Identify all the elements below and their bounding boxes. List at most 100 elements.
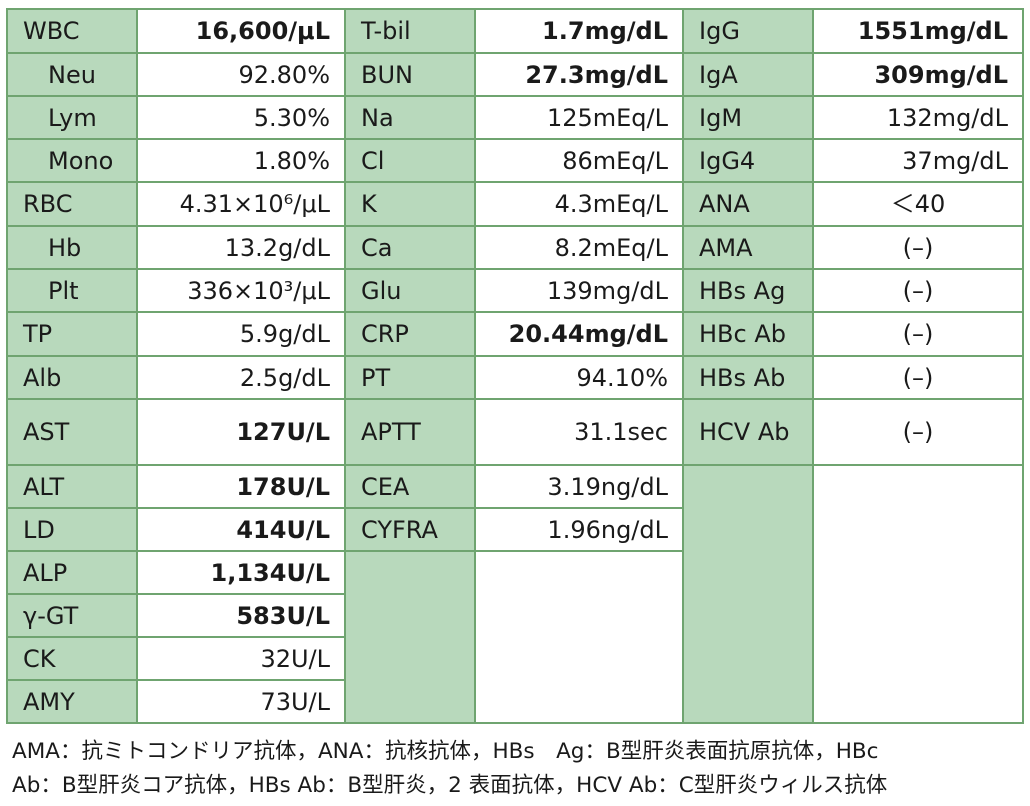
table-row: Mono 1.80% Cl 86mEq/L IgG4 37mg/dL — [6, 138, 1024, 183]
lab-item-name: AMY — [6, 679, 138, 724]
lab-item-value: 27.3mg/dL — [474, 52, 684, 97]
lab-item-name: Cl — [344, 138, 476, 183]
lab-item-name: IgG — [682, 8, 814, 54]
lab-item-value: 86mEq/L — [474, 138, 684, 183]
lab-item-value: 336×10³/μL — [136, 268, 346, 313]
lab-item-value: (–) — [812, 225, 1024, 270]
lab-item-name: RBC — [6, 181, 138, 227]
lab-item-name: BUN — [344, 52, 476, 97]
lab-item-value: 4.3mEq/L — [474, 181, 684, 227]
table-row: TP 5.9g/dL CRP 20.44mg/dL HBc Ab (–) — [6, 311, 1024, 357]
lab-item-value: 1551mg/dL — [812, 8, 1024, 54]
lab-item-value: 8.2mEq/L — [474, 225, 684, 270]
lab-item-name: APTT — [344, 398, 476, 466]
lab-item-value: 16,600/μL — [136, 8, 346, 54]
lab-item-name: LD — [6, 507, 138, 552]
lab-results-body: WBC 16,600/μL T-bil 1.7mg/dL IgG 1551mg/dL Neu… — [6, 8, 1024, 724]
lab-item-name: CYFRA — [344, 507, 476, 552]
lab-item-value: 5.30% — [136, 95, 346, 140]
lab-item-name: HBs Ab — [682, 355, 814, 400]
lab-item-value: 414U/L — [136, 507, 346, 552]
lab-item-value: 309mg/dL — [812, 52, 1024, 97]
lab-item-name: AMA — [682, 225, 814, 270]
table-row: Alb 2.5g/dL PT 94.10% HBs Ab (–) — [6, 355, 1024, 400]
lab-item-name: Plt — [6, 268, 138, 313]
lab-item-value: (–) — [812, 398, 1024, 466]
lab-item-name: Na — [344, 95, 476, 140]
lab-item-value: (–) — [812, 268, 1024, 313]
lab-item-name: IgA — [682, 52, 814, 97]
empty-name-cell — [682, 464, 814, 724]
table-row: Plt 336×10³/μL Glu 139mg/dL HBs Ag (–) — [6, 268, 1024, 313]
lab-item-name: IgM — [682, 95, 814, 140]
lab-item-name: Neu — [6, 52, 138, 97]
lab-item-value: 92.80% — [136, 52, 346, 97]
lab-item-name: Ca — [344, 225, 476, 270]
empty-value-cell — [474, 550, 684, 724]
lab-item-name: TP — [6, 311, 138, 357]
table-row: AMY 73U/L — [6, 679, 1023, 724]
table-row: LD 414U/L CYFRA 1.96ng/dL — [6, 507, 1023, 552]
lab-item-name: HCV Ab — [682, 398, 814, 466]
lab-item-value: (–) — [812, 311, 1024, 357]
table-row: AST 127U/L APTT 31.1sec HCV Ab (–) — [6, 398, 1024, 466]
abbreviation-footnote: AMA：抗ミトコンドリア抗体，ANA：抗核抗体，HBs Ag：B型肝炎表面抗原抗… — [12, 735, 1024, 803]
table-row: Hb 13.2g/dL Ca 8.2mEq/L AMA (–) — [6, 225, 1024, 270]
lab-item-value: 1.80% — [136, 138, 346, 183]
lab-item-value: 127U/L — [136, 398, 346, 466]
table-row: CK 32U/L — [6, 636, 1023, 681]
lab-item-value: 3.19ng/dL — [474, 464, 684, 509]
lab-item-value: 20.44mg/dL — [474, 311, 684, 357]
lab-item-value: 139mg/dL — [474, 268, 684, 313]
lab-item-value: 178U/L — [136, 464, 346, 509]
table-row: WBC 16,600/μL T-bil 1.7mg/dL IgG 1551mg/dL — [6, 8, 1024, 54]
lab-item-value: 4.31×10⁶/μL — [136, 181, 346, 227]
table-row: γ-GT 583U/L — [6, 593, 1023, 638]
lab-item-name: Lym — [6, 95, 138, 140]
lab-item-name: PT — [344, 355, 476, 400]
lab-item-name: Hb — [6, 225, 138, 270]
lab-item-value: 31.1sec — [474, 398, 684, 466]
lab-item-name: ANA — [682, 181, 814, 227]
lab-item-name: HBs Ag — [682, 268, 814, 313]
lab-item-name: WBC — [6, 8, 138, 54]
lab-item-value: 13.2g/dL — [136, 225, 346, 270]
lab-item-name: AST — [6, 398, 138, 466]
lab-item-value: 94.10% — [474, 355, 684, 400]
lab-item-name: IgG4 — [682, 138, 814, 183]
lab-item-name: Glu — [344, 268, 476, 313]
table-row: Neu 92.80% BUN 27.3mg/dL IgA 309mg/dL — [6, 52, 1024, 97]
lab-item-value: 32U/L — [136, 636, 346, 681]
empty-value-cell — [812, 464, 1024, 724]
lab-item-name: γ-GT — [6, 593, 138, 638]
table-row: ALT 178U/L CEA 3.19ng/dL — [6, 464, 1024, 724]
lab-item-name: ALP — [6, 550, 138, 595]
empty-name-cell — [344, 550, 476, 724]
lab-item-value: 132mg/dL — [812, 95, 1024, 140]
footnote-line-2: Ab：B型肝炎コア抗体，HBs Ab：B型肝炎，2 表面抗体，HCV Ab：C型… — [12, 773, 888, 798]
lab-item-value: 583U/L — [136, 593, 346, 638]
lab-item-name: Alb — [6, 355, 138, 400]
lab-item-value: 1.96ng/dL — [474, 507, 684, 552]
table-row: Lym 5.30% Na 125mEq/L IgM 132mg/dL — [6, 95, 1024, 140]
lab-item-value: 2.5g/dL — [136, 355, 346, 400]
lab-item-name: CRP — [344, 311, 476, 357]
lab-item-name: ALT — [6, 464, 138, 509]
lab-item-value: ＜40 — [812, 181, 1024, 227]
lab-item-value: 5.9g/dL — [136, 311, 346, 357]
lab-item-value: (–) — [812, 355, 1024, 400]
lab-item-value: 1.7mg/dL — [474, 8, 684, 54]
lab-item-name: CEA — [344, 464, 476, 509]
lab-results-table: WBC 16,600/μL T-bil 1.7mg/dL IgG 1551mg/dL Neu… — [6, 8, 1024, 724]
lab-item-value: 1,134U/L — [136, 550, 346, 595]
lab-item-value: 73U/L — [136, 679, 346, 724]
lab-item-name: Mono — [6, 138, 138, 183]
footnote-line-1: AMA：抗ミトコンドリア抗体，ANA：抗核抗体，HBs Ag：B型肝炎表面抗原抗… — [12, 739, 879, 764]
lab-item-value: 37mg/dL — [812, 138, 1024, 183]
lab-item-value: 125mEq/L — [474, 95, 684, 140]
lab-item-name: T-bil — [344, 8, 476, 54]
lab-item-name: CK — [6, 636, 138, 681]
lab-item-name: K — [344, 181, 476, 227]
table-row: ALP 1,134U/L — [6, 550, 1023, 724]
lab-item-name: HBc Ab — [682, 311, 814, 357]
